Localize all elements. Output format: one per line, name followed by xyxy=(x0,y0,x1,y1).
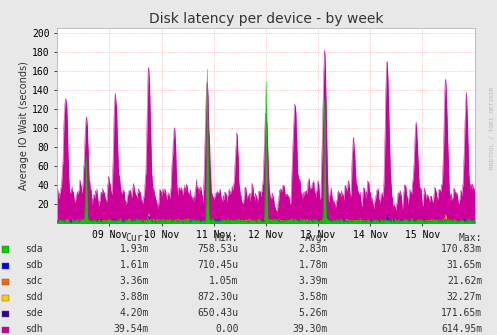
Text: 1.93m: 1.93m xyxy=(120,244,149,254)
Text: 758.53u: 758.53u xyxy=(197,244,239,254)
Text: Cur:: Cur: xyxy=(126,233,149,243)
Text: sdc: sdc xyxy=(25,276,42,286)
Text: 1.78m: 1.78m xyxy=(299,260,328,270)
Text: 872.30u: 872.30u xyxy=(197,292,239,302)
Text: 5.26m: 5.26m xyxy=(299,308,328,318)
Text: 650.43u: 650.43u xyxy=(197,308,239,318)
Text: sdh: sdh xyxy=(25,324,42,334)
Text: RRDTOOL / TOBI OETIKER: RRDTOOL / TOBI OETIKER xyxy=(490,86,495,169)
Text: 0.00: 0.00 xyxy=(215,324,239,334)
Text: 4.20m: 4.20m xyxy=(120,308,149,318)
Text: 3.36m: 3.36m xyxy=(120,276,149,286)
Text: 170.83m: 170.83m xyxy=(441,244,482,254)
Text: 32.27m: 32.27m xyxy=(447,292,482,302)
Text: sdd: sdd xyxy=(25,292,42,302)
Text: sdb: sdb xyxy=(25,260,42,270)
Y-axis label: Average IO Wait (seconds): Average IO Wait (seconds) xyxy=(19,61,29,190)
Text: 1.05m: 1.05m xyxy=(209,276,239,286)
Text: 614.95m: 614.95m xyxy=(441,324,482,334)
Text: sde: sde xyxy=(25,308,42,318)
Text: 39.30m: 39.30m xyxy=(293,324,328,334)
Text: 710.45u: 710.45u xyxy=(197,260,239,270)
Title: Disk latency per device - by week: Disk latency per device - by week xyxy=(149,12,383,26)
Text: sda: sda xyxy=(25,244,42,254)
Text: 39.54m: 39.54m xyxy=(114,324,149,334)
Text: 3.58m: 3.58m xyxy=(299,292,328,302)
Text: 3.88m: 3.88m xyxy=(120,292,149,302)
Text: 171.65m: 171.65m xyxy=(441,308,482,318)
Text: 2.83m: 2.83m xyxy=(299,244,328,254)
Text: Min:: Min: xyxy=(215,233,239,243)
Text: 31.65m: 31.65m xyxy=(447,260,482,270)
Text: 21.62m: 21.62m xyxy=(447,276,482,286)
Text: Avg:: Avg: xyxy=(305,233,328,243)
Text: Max:: Max: xyxy=(459,233,482,243)
Text: 3.39m: 3.39m xyxy=(299,276,328,286)
Text: 1.61m: 1.61m xyxy=(120,260,149,270)
